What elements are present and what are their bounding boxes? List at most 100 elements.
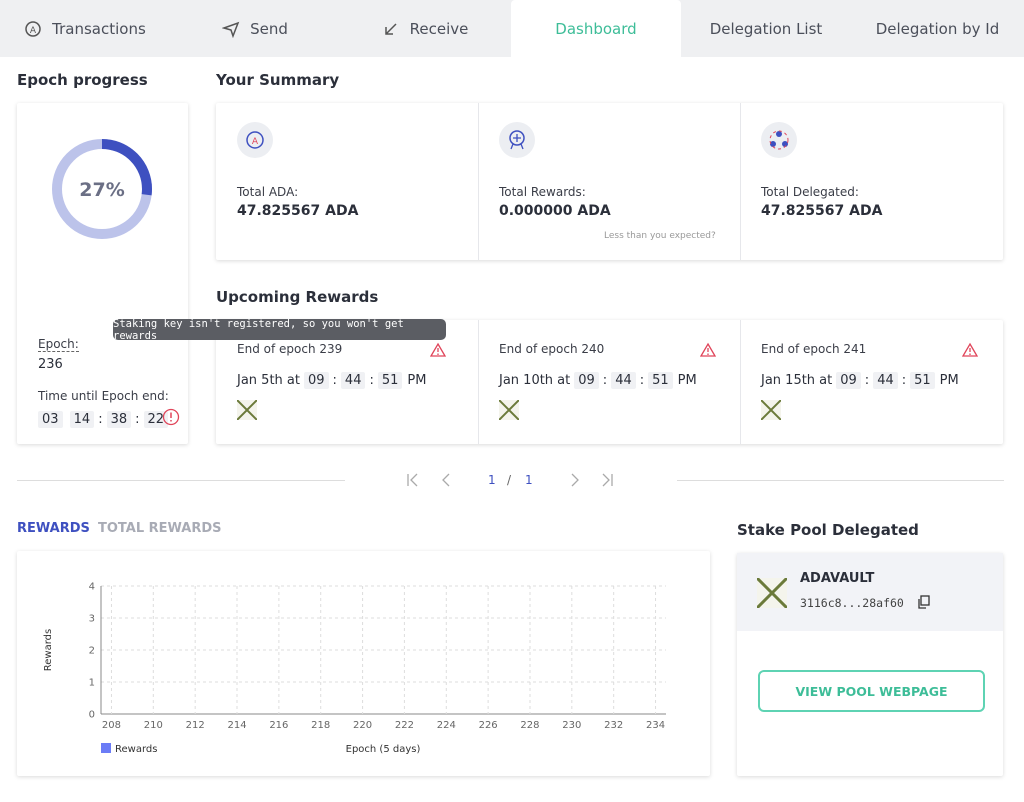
pool-logo [761, 400, 781, 420]
pool-logo [499, 400, 519, 420]
tab-bar: A Transactions Send Receive Dashboard Del… [0, 0, 1024, 57]
pool-id: 3116c8...28af60 [800, 596, 904, 610]
tab-label: Receive [409, 19, 469, 38]
summary-label: Total ADA: [237, 185, 299, 199]
pool-name: ADAVAULT [800, 571, 875, 586]
tab[interactable]: Delegation List [681, 0, 851, 57]
chart-tab[interactable]: TOTAL REWARDS [98, 521, 222, 536]
divider [478, 320, 479, 444]
date: Jan 5th at [237, 373, 300, 388]
section-title: Epoch progress [17, 71, 148, 89]
pagination-icons [407, 473, 613, 487]
summary-label: Total Rewards: [499, 185, 586, 199]
time-box: 38 [106, 411, 132, 428]
x-tick-label: 232 [604, 720, 623, 731]
time-box: 09 [836, 372, 861, 389]
divider [740, 320, 741, 444]
y-tick-label: 4 [89, 582, 95, 593]
ring-progress [52, 139, 152, 239]
x-tick-label: 216 [269, 720, 288, 731]
tooltip: Staking key isn't registered, so you won… [113, 318, 446, 342]
x-tick-label: 230 [562, 720, 581, 731]
chart-tab[interactable]: REWARDS [17, 521, 90, 536]
period: PM [407, 373, 427, 388]
date: Jan 10th at [499, 373, 571, 388]
separator: : [135, 412, 140, 427]
section-title: Your Summary [216, 71, 340, 89]
warning-icon[interactable] [962, 342, 978, 358]
x-tick-label: 214 [227, 720, 246, 731]
divider [478, 103, 479, 260]
time-box: 51 [910, 372, 935, 389]
tab[interactable]: Receive [340, 0, 510, 57]
page-total: 1 [525, 473, 533, 487]
x-tick-label: 226 [479, 720, 498, 731]
icon [384, 22, 397, 35]
epoch-value: 236 [38, 357, 63, 372]
legend-label: Rewards [115, 744, 157, 755]
x-axis-label: Epoch (5 days) [346, 744, 421, 755]
pool-logo [757, 578, 787, 608]
tab[interactable]: Delegation by Id [851, 0, 1024, 57]
time-box: 51 [377, 372, 403, 389]
x-tick-label: 224 [437, 720, 456, 731]
page-separator: / [507, 473, 512, 487]
prev-page[interactable] [442, 473, 450, 487]
copy-icon[interactable] [917, 595, 931, 609]
pool-webpage-button[interactable]: VIEW POOL WEBPAGE [758, 670, 985, 712]
alert-icon[interactable] [162, 408, 180, 426]
rewards-note[interactable]: Less than you expected? [604, 231, 716, 241]
separator: : [98, 412, 103, 427]
epoch-end: End of epoch 240 [499, 342, 605, 356]
upcoming-card: End of epoch 239 Jan 5th at 09:44:51 PM End … [216, 320, 1003, 444]
warning-icon[interactable] [430, 342, 446, 358]
reward-time: Jan 15th at 09:44:51 PM [761, 372, 959, 389]
separator: : [639, 373, 645, 388]
time-box: 09 [303, 372, 329, 389]
summary-label: Total Delegated: [761, 185, 859, 199]
time-box: 44 [340, 372, 366, 389]
summary-value: 0.000000 ADA [499, 203, 611, 219]
period: PM [677, 373, 697, 388]
first-page[interactable] [407, 473, 418, 487]
x-tick-label: 234 [646, 720, 665, 731]
y-tick-label: 1 [89, 678, 95, 689]
epoch-end: End of epoch 239 [237, 342, 343, 356]
time-box: 44 [611, 372, 636, 389]
svg-text:A: A [252, 137, 259, 147]
next-page[interactable] [571, 473, 579, 487]
y-tick-label: 2 [89, 646, 95, 657]
separator: : [901, 373, 907, 388]
time-box: 44 [873, 372, 898, 389]
tab[interactable]: Send [170, 0, 340, 57]
time-box: 09 [574, 372, 599, 389]
time-box: 14 [69, 411, 95, 428]
reward-time: Jan 5th at 09:44:51 PM [237, 372, 426, 389]
tab[interactable]: Dashboard [511, 0, 681, 57]
ada-icon: A [237, 122, 273, 158]
last-page[interactable] [602, 473, 613, 487]
y-axis-label: Rewards [43, 629, 54, 671]
tab-label: Send [250, 19, 288, 38]
summary-value: 47.825567 ADA [761, 203, 883, 219]
x-tick-label: 222 [395, 720, 414, 731]
separator: : [369, 373, 374, 388]
legend-swatch [101, 743, 111, 753]
progress-ring: 27% [52, 139, 152, 239]
tab-label: Delegation List [709, 19, 823, 38]
rule [677, 480, 1004, 481]
x-tick-label: 212 [186, 720, 205, 731]
time-label: Time until Epoch end: [38, 389, 169, 403]
summary-value: 47.825567 ADA [237, 203, 359, 219]
reward-time: Jan 10th at 09:44:51 PM [499, 372, 697, 389]
separator: : [602, 373, 608, 388]
tab-label: Delegation by Id [875, 19, 1000, 38]
separator: : [864, 373, 870, 388]
rewards-icon [499, 122, 535, 158]
tab[interactable]: A Transactions [0, 0, 170, 57]
x-tick-label: 228 [520, 720, 539, 731]
y-tick-label: 0 [89, 710, 95, 721]
icon [222, 21, 240, 38]
warning-icon[interactable] [700, 342, 716, 358]
